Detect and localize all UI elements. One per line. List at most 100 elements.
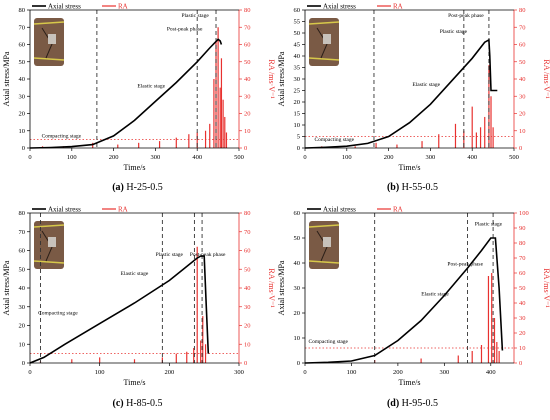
caption-c: (c) H-85-0.5 (0, 398, 275, 409)
y2-tick-label: 20 (244, 111, 251, 118)
y-tick-label: 60 (294, 7, 301, 14)
x-tick-label: 400 (486, 369, 496, 376)
x-tick-label: 400 (192, 154, 202, 161)
x-tick-label: 500 (509, 154, 519, 161)
y-tick-label: 20 (19, 323, 26, 330)
caption-a-letter: (a) (112, 182, 124, 193)
y-tick-label: 50 (294, 235, 301, 242)
specimen-photo (33, 18, 65, 66)
x-tick-label: 100 (347, 369, 357, 376)
caption-c-letter: (c) (112, 398, 124, 409)
legend-stress-label: Axial stress (48, 3, 81, 11)
y2-tick-label: 30 (244, 304, 251, 311)
axial-stress-line (304, 237, 504, 364)
y-tick-label: 20 (19, 111, 26, 118)
specimen-fragment (48, 34, 56, 44)
caption-b-letter: (b) (386, 182, 400, 193)
caption-a: (a) H-25-0.5 (0, 182, 275, 193)
legend-stress-label: Axial stress (323, 3, 356, 11)
x-tick-label: 200 (384, 154, 394, 161)
y2-tick-label: 10 (244, 128, 251, 135)
x-axis-label: Time/s (399, 163, 421, 172)
y2-tick-label: 60 (519, 270, 526, 277)
y-tick-label: 70 (19, 24, 26, 31)
x-tick-label: 0 (28, 154, 31, 161)
y-tick-label: 60 (19, 42, 26, 49)
y-tick-label: 80 (19, 7, 26, 14)
y2-tick-label: 70 (244, 24, 251, 31)
y-tick-label: 60 (19, 248, 26, 255)
stage-annotation: Post-peak phase (190, 252, 226, 258)
y-tick-label: 5 (297, 134, 300, 141)
y-tick-label: 0 (22, 360, 25, 367)
x-axis-label: Time/s (399, 378, 421, 387)
axial-stress-line (29, 38, 223, 149)
specimen-photo (308, 221, 340, 269)
specimen-band-bottom (308, 260, 340, 264)
stage-annotation: Plastic stage (156, 252, 184, 258)
y-axis-label: Axial stress/MPa (2, 260, 11, 315)
y2-tick-label: 0 (244, 360, 247, 367)
y2-tick-label: 40 (519, 300, 526, 307)
specimen-band-bottom (33, 57, 65, 61)
y-tick-label: 80 (19, 210, 26, 217)
y-tick-label: 45 (294, 42, 301, 49)
specimen-band-bottom (33, 260, 65, 264)
x-tick-label: 0 (28, 369, 31, 376)
y-tick-label: 0 (22, 145, 25, 152)
stage-annotation: Post-peak phase (448, 13, 484, 19)
stage-annotation: Compacting stage (38, 310, 78, 316)
y2-tick-label: 0 (519, 145, 522, 152)
y2-tick-label: 0 (519, 360, 522, 367)
y-tick-label: 50 (19, 59, 26, 66)
caption-d-letter: (d) (386, 398, 400, 409)
stage-annotation: Elastic stage (421, 292, 449, 298)
legend: Axial stress RA (307, 3, 403, 11)
y-tick-label: 30 (294, 76, 301, 83)
x-tick-label: 100 (67, 154, 77, 161)
y2-axis-label: RA /ms·V⁻¹ (542, 59, 550, 99)
y-tick-label: 0 (297, 360, 300, 367)
y-tick-label: 10 (294, 335, 301, 342)
y2-tick-label: 10 (244, 341, 251, 348)
y2-tick-label: 60 (519, 42, 526, 49)
chart-panel-a: 0 100 200 300 400 500010203040506070800102030… (2, 3, 275, 173)
y2-tick-label: 0 (244, 145, 247, 152)
y-tick-label: 10 (19, 128, 26, 135)
y2-tick-label: 40 (244, 76, 251, 83)
x-tick-label: 0 (303, 369, 306, 376)
stage-annotation: Compacting stage (314, 137, 354, 143)
legend-ra-label: RA (118, 206, 128, 214)
y2-tick-label: 70 (244, 229, 251, 236)
y-axis-label: Axial stress/MPa (277, 51, 286, 106)
y2-tick-label: 30 (244, 93, 251, 100)
specimen-band-top (308, 224, 340, 228)
y-tick-label: 40 (19, 76, 26, 83)
y2-tick-label: 70 (519, 255, 526, 262)
x-tick-label: 100 (95, 369, 105, 376)
stage-annotation: Plastic stage (440, 29, 468, 35)
y2-tick-label: 80 (244, 210, 251, 217)
x-tick-label: 0 (303, 154, 306, 161)
caption-b-text: H-55-0.5 (401, 182, 439, 193)
stage-annotation: Elastic stage (412, 82, 440, 88)
y2-tick-label: 30 (519, 93, 526, 100)
y-tick-label: 30 (19, 304, 26, 311)
y2-tick-label: 20 (519, 111, 526, 118)
y2-tick-label: 50 (244, 266, 251, 273)
y2-tick-label: 100 (519, 210, 529, 217)
legend-ra-label: RA (393, 206, 403, 214)
caption-d-text: H-95-0.5 (401, 398, 439, 409)
y-tick-label: 25 (294, 88, 301, 95)
y2-axis-label: RA /ms·V⁻¹ (267, 59, 275, 99)
specimen-band-bottom (308, 57, 340, 61)
x-tick-label: 200 (164, 369, 174, 376)
y-tick-label: 20 (294, 310, 301, 317)
y-tick-label: 10 (19, 341, 26, 348)
specimen-fragment (323, 237, 331, 247)
stage-annotation: Compacting stage (308, 339, 348, 345)
legend-stress-label: Axial stress (48, 206, 81, 214)
y2-axis-label: RA /ms·V⁻¹ (267, 268, 275, 308)
specimen-band-top (33, 224, 65, 228)
x-tick-label: 300 (439, 369, 449, 376)
